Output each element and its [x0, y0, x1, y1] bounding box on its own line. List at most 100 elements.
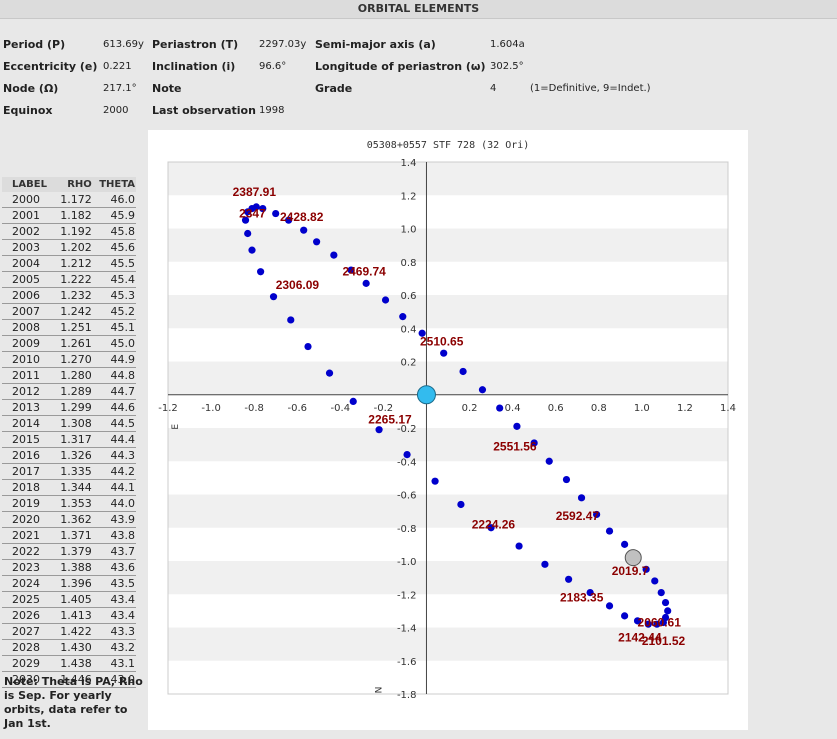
table-row: 2026 1.413 43.4: [2, 607, 136, 624]
orbit-point: [269, 293, 278, 301]
cell-rho: 1.299: [54, 399, 93, 416]
cell-theta: 44.6: [92, 399, 136, 416]
cell-theta: 44.7: [92, 383, 136, 400]
table-row: 2015 1.317 44.4: [2, 431, 136, 448]
table-row: 2019 1.353 44.0: [2, 495, 136, 512]
orbit-point: [562, 475, 571, 484]
orbit-point: [664, 607, 672, 615]
periastron-value: 2297.03y: [259, 39, 307, 50]
orbit-point: [642, 565, 650, 573]
cell-rho: 1.388: [54, 559, 93, 576]
cell-theta: 44.1: [92, 479, 136, 496]
orbit-point: [659, 618, 667, 627]
cell-rho: 1.261: [54, 335, 93, 352]
x-tick-label: 0.4: [505, 403, 521, 414]
orbit-point: [487, 524, 495, 532]
table-row: 2020 1.362 43.9: [2, 511, 136, 528]
y-tick-label: -0.6: [397, 491, 417, 502]
orbit-point: [313, 238, 321, 246]
table-row: 2029 1.438 43.1: [2, 655, 136, 672]
table-row: 2030 1.446 43.0: [2, 671, 136, 688]
cell-label: 2003: [2, 239, 55, 256]
y-tick-label: -1.2: [397, 590, 417, 601]
current-position-marker: [624, 549, 642, 567]
cell-theta: 44.4: [92, 431, 136, 448]
table-row: 2018 1.344 44.1: [2, 479, 136, 496]
table-row: 2025 1.405 43.4: [2, 591, 136, 608]
cell-rho: 1.405: [54, 591, 93, 608]
table-row: 2024 1.396 43.5: [2, 575, 136, 592]
orbit-point: [300, 226, 308, 234]
cell-rho: 1.232: [54, 287, 93, 304]
cell-rho: 1.326: [54, 447, 93, 464]
cell-rho: 1.371: [54, 527, 93, 544]
table-row: 2010 1.270 44.9: [2, 351, 136, 368]
page-title: ORBITAL ELEMENTS: [357, 2, 480, 15]
orbit-point: [403, 451, 411, 459]
orbit-point: [541, 560, 549, 568]
x-tick-label: -0.6: [287, 403, 307, 414]
cell-rho: 1.413: [54, 607, 93, 624]
periastron-label: Periastron (T): [152, 38, 239, 51]
cell-rho: 1.280: [54, 367, 93, 384]
y-tick-label: -0.4: [397, 457, 417, 468]
cell-label: 2029: [2, 655, 55, 672]
orbit-point: [440, 349, 448, 357]
y-tick-label: -1.8: [397, 690, 417, 701]
table-row: 2005 1.222 45.4: [2, 271, 136, 288]
cell-rho: 1.317: [54, 431, 93, 448]
cell-theta: 45.9: [92, 207, 136, 224]
x-tick-label: -1.2: [158, 403, 178, 414]
date-label: 2387.91: [233, 185, 277, 199]
table-note: Note: Theta is PA, Rho is Sep. For yearl…: [4, 675, 143, 730]
node-value: 217.1°: [103, 83, 137, 94]
orbit-point: [244, 208, 252, 216]
x-tick-label: 1.0: [634, 403, 650, 414]
cell-theta: 45.6: [92, 239, 136, 256]
ephemeris-table: LABEL RHO THETA 2000 1.172 46.0 2001 1.182 45…: [2, 177, 136, 688]
y-tick-label: 0.6: [401, 291, 417, 302]
cell-theta: 44.3: [92, 447, 136, 464]
cell-label: 2028: [2, 639, 55, 656]
x-tick-label: -1.0: [201, 403, 221, 414]
cell-label: 2018: [2, 479, 55, 496]
cell-label: 2022: [2, 543, 55, 560]
orbit-point: [241, 216, 250, 224]
cell-rho: 1.182: [54, 207, 93, 224]
date-label: 2469.74: [342, 265, 386, 279]
orbit-point: [496, 404, 504, 412]
grid-band: [168, 361, 728, 395]
table-row: 2004 1.212 45.5: [2, 255, 136, 272]
grade-note: (1=Definitive, 9=Indet.): [530, 83, 651, 94]
cell-rho: 1.396: [54, 575, 93, 592]
table-row: 2002 1.192 45.8: [2, 223, 136, 240]
orbit-point: [657, 588, 665, 597]
cell-rho: 1.335: [54, 463, 93, 480]
cell-label: 2027: [2, 623, 55, 640]
cell-label: 2016: [2, 447, 55, 464]
cell-theta: 45.2: [92, 303, 136, 320]
grid-band: [168, 627, 728, 661]
cell-rho: 1.430: [54, 639, 93, 656]
table-row: 2012 1.289 44.7: [2, 383, 136, 400]
orbit-point: [362, 279, 370, 287]
cell-label: 2020: [2, 511, 55, 528]
table-row: 2007 1.242 45.2: [2, 303, 136, 320]
y-tick-label: 1.4: [401, 158, 417, 169]
orbit-point: [259, 204, 267, 213]
cell-label: 2021: [2, 527, 55, 544]
cell-rho: 1.308: [54, 415, 93, 432]
cell-label: 2008: [2, 319, 55, 336]
equinox-label: Equinox: [3, 104, 53, 117]
orbit-point: [418, 329, 426, 337]
date-label: 2265.17: [368, 413, 412, 427]
orbit-point: [478, 386, 487, 394]
cell-label: 2019: [2, 495, 55, 512]
date-label: 2224.26: [472, 517, 516, 531]
x-tick-label: -0.4: [331, 403, 351, 414]
cell-rho: 1.379: [54, 543, 93, 560]
grid-band: [168, 162, 728, 196]
grid-band: [168, 494, 728, 528]
longitude-value: 302.5°: [490, 61, 524, 72]
table-row: 2014 1.308 44.5: [2, 415, 136, 432]
